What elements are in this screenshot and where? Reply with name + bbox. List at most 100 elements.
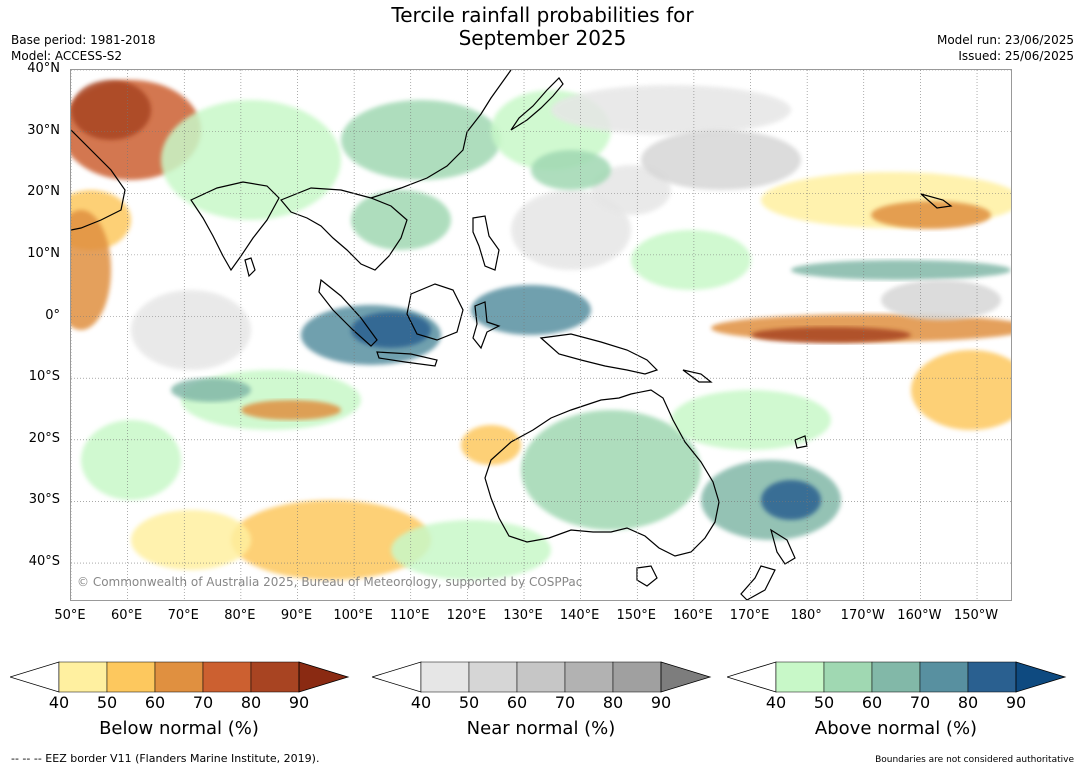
new-zealand-south [740,565,776,600]
colorbar-tick: 40 [410,693,432,712]
sulawesi-coast [472,301,501,350]
probability-patch [511,190,631,270]
colorbar-swatch [967,661,1017,693]
new-zealand-north [770,528,796,565]
colorbar-extend-high [1015,661,1067,693]
probability-patch [391,520,551,580]
title-line-1: Tercile rainfall probabilities for [391,3,694,27]
colorbar-tick: 60 [506,693,528,712]
colorbar-tick: 80 [957,693,979,712]
colorbar-2 [372,661,712,693]
longitude-label: 170°E [729,608,770,623]
colorbar-swatch [823,661,873,693]
colorbar-tick: 70 [909,693,931,712]
china-coast [370,70,512,199]
title-line-2: September 2025 [458,26,627,50]
colorbar-swatch [202,661,252,693]
coastlines [71,70,953,600]
colorbar-tick: 60 [144,693,166,712]
graticule [71,70,1011,600]
probability-patch [471,285,591,335]
tasmania-coast [636,565,658,587]
colorbar-label: Near normal (%) [466,718,616,739]
colorbar-swatch [871,661,921,693]
colorbar-swatch [564,661,614,693]
colorbar-tick: 90 [1005,693,1027,712]
japan-coast [510,77,564,131]
latitude-label: 40°N [27,61,60,76]
boundary-disclaimer: Boundaries are not considered authoritat… [875,755,1074,765]
longitude-label: 110°E [389,608,430,623]
probability-patch [751,327,911,343]
latitude-label: 30°S [28,492,60,508]
solomon-islands [682,369,713,383]
model-run: Model run: 23/06/2025 [936,33,1074,47]
colorbar-extend-high [298,661,350,693]
sri-lanka-coast [244,257,256,278]
colorbar-tick: 40 [48,693,70,712]
copyright-text: © Commonwealth of Australia 2025, Bureau… [77,575,582,589]
colorbar-swatch [516,661,566,693]
latitude-label: 20°S [28,430,60,446]
probability-patch [461,425,521,465]
probability-patch [871,201,991,229]
sumatra-coast [318,278,378,347]
meta-right: Model run: 23/06/2025 Issued: 25/06/2025 [937,32,1074,64]
probability-patch [341,100,501,180]
probability-patch [641,130,801,190]
probability-patch [631,230,751,290]
longitude-label: 160°W [897,608,942,623]
probability-patch [351,190,451,250]
longitude-label: 130°E [503,608,543,623]
longitude-label: 160°E [673,608,713,623]
latitude-label: 30°N [27,122,60,138]
philippines-coast [472,215,500,271]
colorbar-tick: 50 [458,693,480,712]
model-name: Model: ACCESS-S2 [11,49,123,63]
colorbar-tick: 40 [765,693,787,712]
probability-patch [231,500,431,580]
map-title: Tercile rainfall probabilities for Septe… [0,4,1085,50]
australia-coast [484,389,720,557]
colorbar-extend-low [727,661,777,693]
colorbar-tick: 80 [602,693,624,712]
borneo-coast [406,283,464,341]
colorbar-swatch [775,661,825,693]
probability-patch [791,260,1011,280]
arabia-coast [71,129,126,231]
probability-patch [241,400,341,420]
longitude-label: 120°E [446,608,487,623]
colorbar-swatch [919,661,969,693]
colorbar-extend-low [10,661,60,693]
probability-patch [881,280,1001,320]
latitude-label: 10°S [28,369,60,385]
colorbar-label: Below normal (%) [99,718,259,739]
colorbar-tick: 80 [240,693,262,712]
colorbar-tick: 50 [96,693,118,712]
meta-left: Base period: 1981-2018 Model: ACCESS-S2 [11,32,156,64]
probability-patch [351,312,431,348]
colorbar-extend-low [372,661,422,693]
latitude-label: 40°S [28,554,60,570]
probability-patch [911,350,1011,430]
new-guinea-coast [539,333,659,375]
probability-shading [71,80,1011,580]
java-coast [376,351,438,367]
latitude-label: 0° [45,307,60,323]
longitude-label: 80°E [224,608,256,623]
probability-patch [551,85,791,135]
india-coast [190,181,280,272]
probability-patch [131,290,251,370]
colorbar-label: Above normal (%) [814,718,978,739]
map-canvas: © Commonwealth of Australia 2025, Bureau… [71,70,1011,600]
longitude-label: 150°W [953,608,999,623]
colorbar-swatch [106,661,156,693]
probability-patch [591,165,671,215]
colorbar-tick: 60 [861,693,883,712]
colorbar-extend-high [660,661,712,693]
colorbar-swatch [420,661,470,693]
colorbar-tick: 70 [554,693,576,712]
indochina-coast [280,187,408,271]
colorbar-swatch [154,661,204,693]
probability-map: © Commonwealth of Australia 2025, Bureau… [70,69,1012,601]
